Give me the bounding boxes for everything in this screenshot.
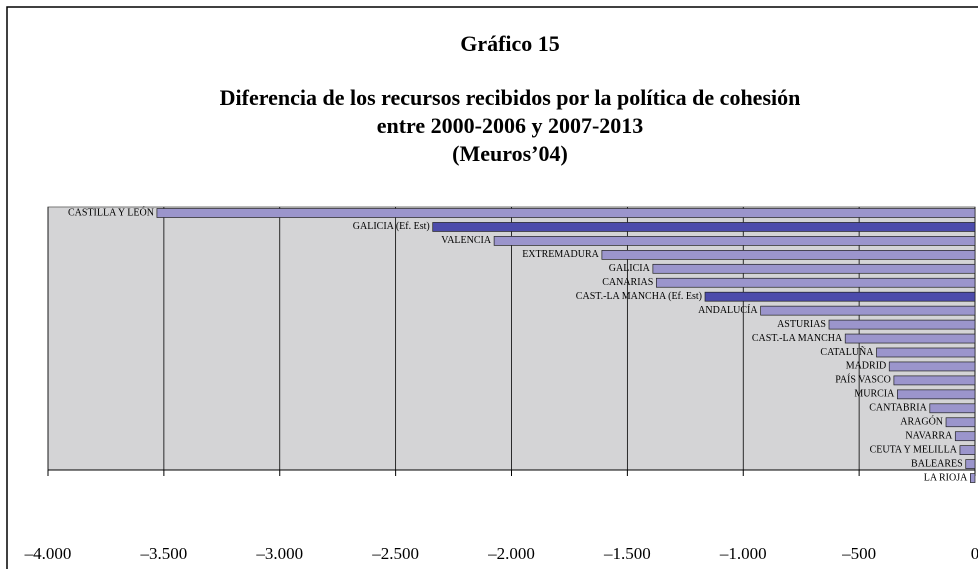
- x-tick-label: –2.500: [371, 544, 419, 563]
- x-tick-label: –2.000: [487, 544, 535, 563]
- chart-subtitle: Diferencia de los recursos recibidos por…: [220, 85, 801, 110]
- bar: [704, 291, 976, 302]
- x-tick-label: 0: [971, 544, 978, 563]
- bar: [432, 222, 976, 232]
- bar: [893, 375, 976, 386]
- category-label: VALENCIA: [441, 235, 492, 246]
- category-label: CANTABRIA: [869, 403, 927, 414]
- bar: [760, 305, 976, 316]
- chart-title: Gráfico 15: [460, 31, 560, 56]
- chart-subtitle: entre 2000-2006 y 2007-2013: [377, 113, 644, 138]
- bar: [929, 403, 976, 414]
- bar: [959, 445, 976, 455]
- category-label: CATALUÑA: [820, 346, 874, 358]
- bar: [965, 459, 976, 469]
- bar: [945, 417, 976, 428]
- x-tick-label: –3.000: [255, 544, 303, 563]
- category-label: BALEARES: [911, 458, 963, 469]
- bar: [828, 319, 976, 330]
- chart-subtitle: (Meuros’04): [452, 141, 568, 166]
- category-label: ANDALUCÍA: [698, 304, 758, 316]
- bar: [888, 361, 976, 372]
- x-tick-label: –4.000: [24, 544, 72, 563]
- bar: [601, 250, 976, 260]
- category-label: CAST.-LA MANCHA: [752, 333, 843, 344]
- bar: [493, 236, 976, 246]
- category-label: NAVARRA: [905, 430, 953, 441]
- category-label: CAST.-LA MANCHA (Ef. Est): [576, 291, 702, 302]
- category-label: CASTILLA Y LEÓN: [68, 206, 154, 218]
- bar: [897, 389, 976, 400]
- category-label: GALICIA: [609, 263, 651, 274]
- bar: [970, 473, 976, 483]
- category-label: CEUTA Y MELILLA: [870, 444, 958, 455]
- category-label: MURCIA: [854, 389, 895, 400]
- category-label: LA RIOJA: [924, 472, 968, 483]
- category-label: ASTURIAS: [777, 319, 826, 330]
- bar: [156, 208, 976, 218]
- frame: [6, 6, 978, 569]
- x-tick-label: –1.500: [603, 544, 651, 563]
- bar: [876, 347, 976, 358]
- category-label: CANARIAS: [602, 277, 653, 288]
- category-label: MADRID: [846, 361, 887, 372]
- category-label: PAÍS VASCO: [835, 374, 891, 386]
- x-tick-label: –3.500: [140, 544, 188, 563]
- category-label: EXTREMADURA: [522, 249, 599, 260]
- bar: [954, 431, 976, 442]
- x-tick-label: –1.000: [719, 544, 767, 563]
- category-label: GALICIA (Ef. Est): [353, 221, 430, 232]
- bar: [655, 277, 976, 288]
- bar: [652, 263, 976, 274]
- bar: [844, 333, 976, 344]
- category-label: ARAGÓN: [900, 416, 943, 428]
- x-tick-label: –500: [841, 544, 876, 563]
